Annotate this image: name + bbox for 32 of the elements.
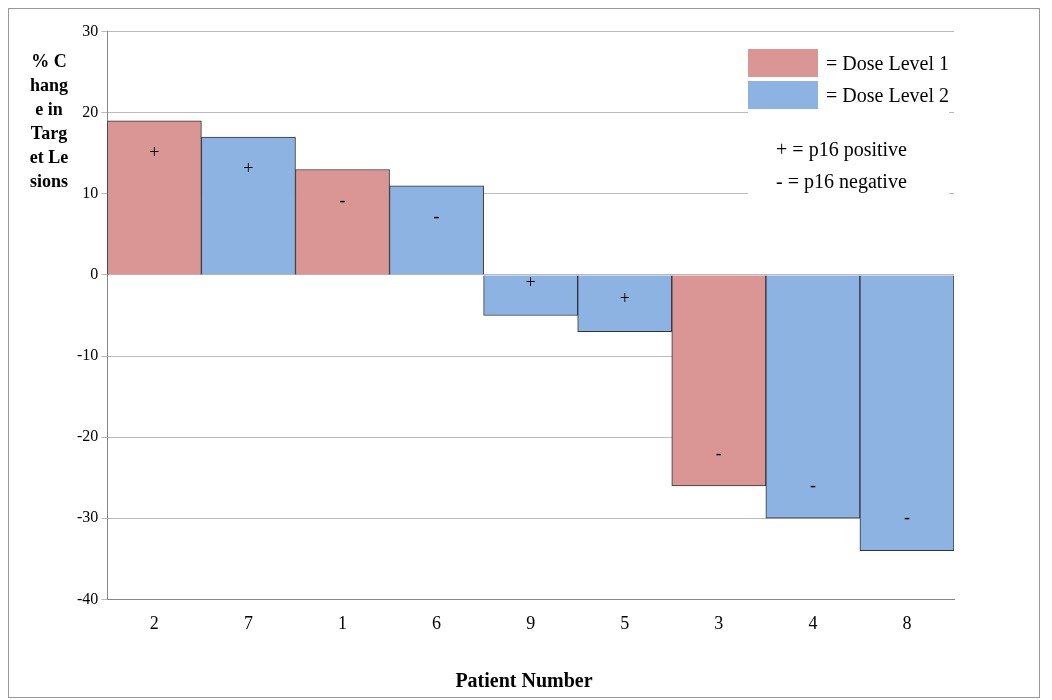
data-label: + [619,288,630,309]
data-label: - [715,442,722,463]
y-tick-label: -30 [77,508,99,526]
data-label: - [903,507,910,528]
y-tick-label: -20 [77,427,99,445]
x-tick-label: 8 [902,612,912,633]
legend-label: = Dose Level 1 [826,51,949,75]
y-tick-label: -10 [77,346,99,364]
x-tick-label: 6 [432,612,442,633]
y-tick-label: 20 [82,102,99,120]
y-tick-label: -40 [77,589,99,607]
x-tick-label: 7 [243,612,253,633]
annotation: + = p16 positive [775,137,908,163]
data-label: + [243,157,254,178]
legend-label: = Dose Level 2 [826,83,949,107]
data-label: - [433,206,440,227]
x-axis-title: Patient Number [454,669,594,692]
data-label: - [339,190,346,211]
x-tick-label: 9 [526,612,536,633]
y-axis-title: % Change in Target Lesions [29,50,69,193]
x-tick-label: 1 [338,612,348,633]
annotation: - = p16 negative [775,169,908,195]
data-label: + [525,272,536,293]
x-tick-label: 2 [149,612,159,633]
data-label: - [809,475,816,496]
x-tick-label: 4 [808,612,818,633]
x-tick-label: 5 [620,612,630,633]
x-tick-label: 3 [714,612,724,633]
y-tick-label: 10 [82,184,99,202]
y-tick-label: 30 [82,21,99,39]
y-tick-label: 0 [90,265,99,283]
data-label: + [149,141,160,162]
